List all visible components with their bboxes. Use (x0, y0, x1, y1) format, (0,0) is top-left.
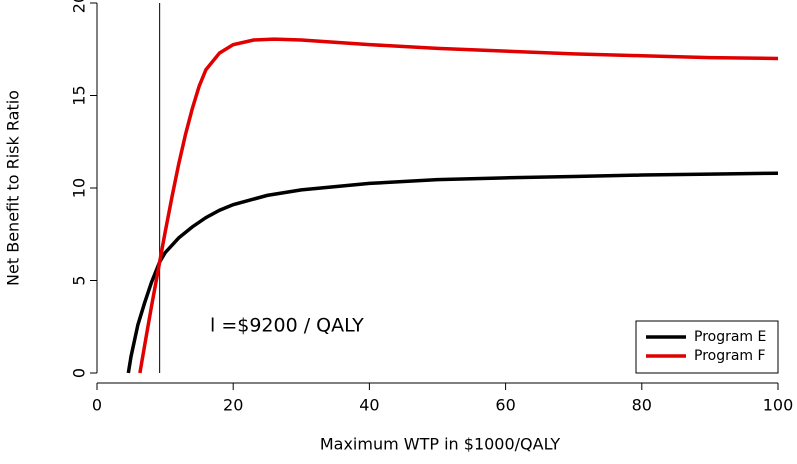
legend-label: Program F (694, 348, 766, 364)
x-tick-label: 100 (763, 396, 794, 415)
x-axis-label: Maximum WTP in $1000/QALY (320, 435, 561, 454)
x-tick-label: 80 (632, 396, 652, 415)
y-tick-label: 0 (70, 368, 89, 378)
y-tick-label: 10 (70, 178, 89, 198)
y-tick-label: 15 (70, 85, 89, 105)
legend-label: Program E (694, 329, 766, 345)
x-tick-label: 40 (359, 396, 379, 415)
legend-box (635, 320, 779, 374)
y-tick-label: 5 (70, 275, 89, 285)
x-tick-label: 60 (495, 396, 515, 415)
y-axis-label: Net Benefit to Risk Ratio (4, 90, 23, 286)
x-tick-label: 20 (223, 396, 243, 415)
line-series (138, 37, 779, 374)
x-tick-label: 0 (92, 396, 102, 415)
line-series (126, 171, 779, 374)
annotation: l =$9200 / QALY (210, 315, 364, 337)
y-tick-label: 20 (70, 0, 89, 13)
